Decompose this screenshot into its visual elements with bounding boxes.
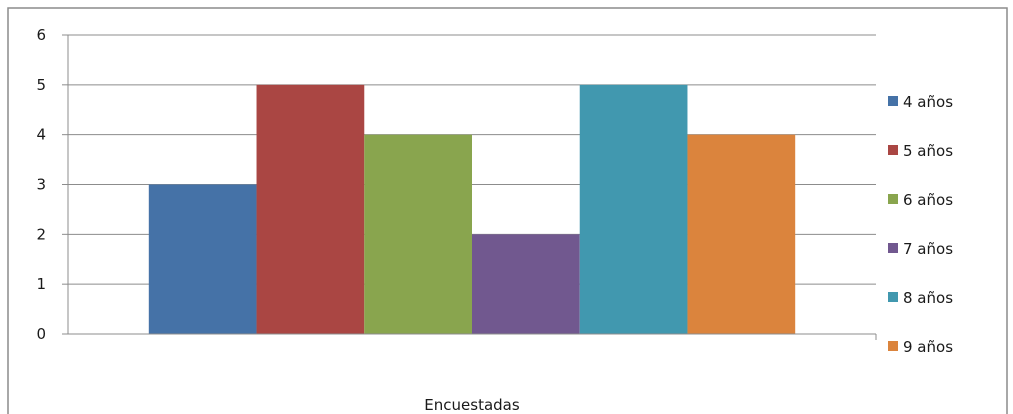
y-axis-ticks: 0 1 2 3 4 5 6 (36, 26, 68, 343)
legend-label: 5 años (903, 142, 953, 160)
legend-swatch (888, 243, 898, 253)
legend-label: 4 años (903, 93, 953, 111)
bar-4 (472, 234, 580, 334)
legend-swatch (888, 96, 898, 106)
y-tick-label: 4 (36, 126, 46, 144)
bar-2 (256, 84, 365, 334)
y-tick-label: 1 (36, 275, 46, 293)
legend: 4 años 5 años 6 años 7 años 8 años 9 años (888, 93, 953, 356)
x-category-label: Encuestadas (424, 396, 520, 414)
y-tick-label: 3 (36, 176, 46, 194)
bar-3 (364, 134, 472, 334)
legend-swatch (888, 145, 898, 155)
bar-5 (579, 84, 688, 334)
chart-border (7, 7, 1008, 414)
y-tick-label: 0 (36, 325, 46, 343)
y-tick-label: 2 (36, 225, 46, 243)
x-axis-categories: Encuestadas (424, 396, 520, 414)
bars (148, 84, 796, 334)
legend-swatch (888, 292, 898, 302)
legend-label: 7 años (903, 240, 953, 258)
legend-swatch (888, 194, 898, 204)
legend-label: 8 años (903, 289, 953, 307)
legend-label: 9 años (903, 338, 953, 356)
bar-6 (687, 134, 796, 334)
y-tick-label: 5 (36, 76, 46, 94)
y-tick-label: 6 (36, 26, 46, 44)
bar-1 (148, 184, 257, 334)
legend-label: 6 años (903, 191, 953, 209)
legend-swatch (888, 341, 898, 351)
